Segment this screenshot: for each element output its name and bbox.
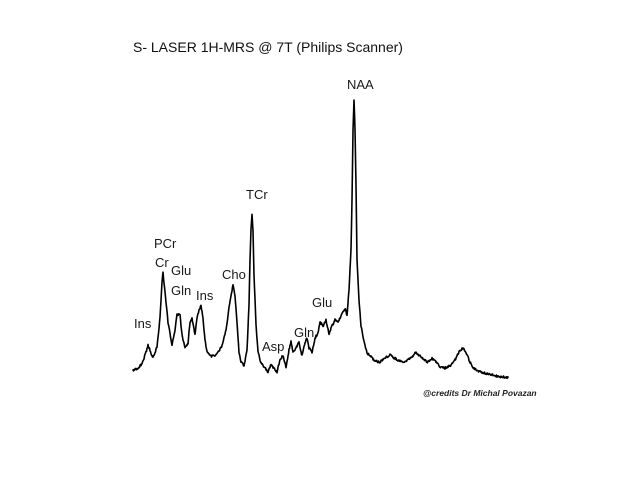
peak-label-ins: Ins: [134, 316, 152, 331]
peak-label-gln: Gln: [171, 283, 191, 298]
peak-label-pcr: PCr: [154, 236, 177, 251]
peak-label-cho: Cho: [222, 267, 246, 282]
peak-label-ins-2: Ins: [196, 288, 214, 303]
peak-label-cr: Cr: [155, 255, 169, 270]
peak-label-asp: Asp: [262, 339, 284, 354]
credit-text: @credits Dr Michal Povazan: [423, 388, 537, 398]
spectrum-line: [132, 99, 509, 379]
chart-title: S- LASER 1H-MRS @ 7T (Philips Scanner): [133, 39, 403, 55]
peak-label-tcr: TCr: [246, 187, 268, 202]
peak-label-naa: NAA: [347, 77, 374, 92]
peak-label-glu: Glu: [171, 263, 191, 278]
peak-label-gln-2: Gln: [294, 325, 314, 340]
peak-label-glu-2: Glu: [312, 295, 332, 310]
